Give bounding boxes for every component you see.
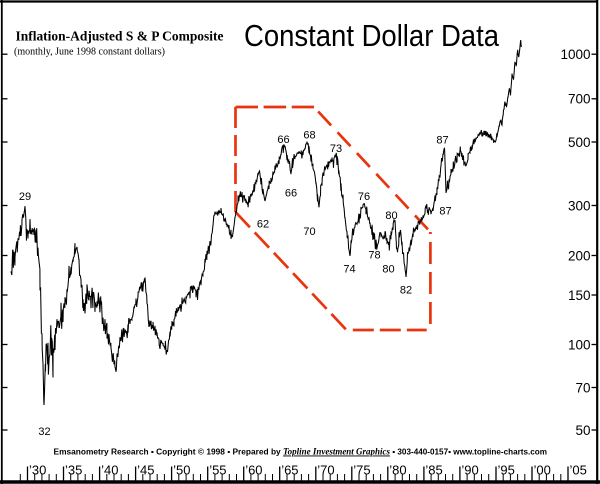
svg-text:150: 150 xyxy=(568,288,591,303)
svg-text:’45: ’45 xyxy=(137,463,154,478)
svg-text:’55: ’55 xyxy=(209,463,226,478)
svg-text:’40: ’40 xyxy=(101,463,118,478)
svg-text:’35: ’35 xyxy=(65,463,82,478)
svg-text:Emsanometry Research ▪ Copyrig: Emsanometry Research ▪ Copyright © 1998 … xyxy=(54,447,548,457)
svg-text:68: 68 xyxy=(303,130,315,142)
svg-text:700: 700 xyxy=(568,92,591,107)
svg-text:73: 73 xyxy=(330,143,342,155)
svg-text:’30: ’30 xyxy=(29,463,46,478)
svg-text:82: 82 xyxy=(400,285,412,297)
svg-text:’05: ’05 xyxy=(570,463,587,478)
svg-text:62: 62 xyxy=(257,219,269,231)
svg-text:(monthly, June 1998 constant d: (monthly, June 1998 constant dollars) xyxy=(14,47,165,58)
svg-text:Inflation-Adjusted S & P Compo: Inflation-Adjusted S & P Composite xyxy=(16,29,224,44)
svg-text:’95: ’95 xyxy=(498,463,515,478)
svg-text:’75: ’75 xyxy=(353,463,370,478)
svg-text:80: 80 xyxy=(385,210,397,222)
svg-text:70: 70 xyxy=(303,226,315,238)
svg-text:70: 70 xyxy=(575,380,590,395)
svg-text:87: 87 xyxy=(436,135,448,147)
svg-text:50: 50 xyxy=(575,423,590,438)
svg-text:74: 74 xyxy=(343,264,355,276)
svg-text:’00: ’00 xyxy=(534,463,551,478)
svg-text:’50: ’50 xyxy=(173,463,190,478)
svg-text:1000: 1000 xyxy=(560,47,590,62)
svg-text:’65: ’65 xyxy=(281,463,298,478)
svg-text:87: 87 xyxy=(439,206,451,218)
svg-text:78: 78 xyxy=(368,250,380,262)
svg-text:300: 300 xyxy=(568,198,591,213)
svg-text:’60: ’60 xyxy=(245,463,262,478)
svg-text:200: 200 xyxy=(568,248,591,263)
svg-text:66: 66 xyxy=(277,134,289,146)
svg-text:100: 100 xyxy=(568,337,591,352)
svg-text:80: 80 xyxy=(382,264,394,276)
svg-text:Constant Dollar Data: Constant Dollar Data xyxy=(244,18,500,53)
svg-text:’90: ’90 xyxy=(461,463,478,478)
svg-text:66: 66 xyxy=(285,188,297,200)
svg-text:29: 29 xyxy=(19,191,31,203)
svg-text:500: 500 xyxy=(568,135,591,150)
svg-text:76: 76 xyxy=(358,191,370,203)
svg-text:32: 32 xyxy=(38,426,50,438)
svg-text:’70: ’70 xyxy=(317,463,334,478)
svg-text:’80: ’80 xyxy=(389,463,406,478)
svg-text:’85: ’85 xyxy=(425,463,442,478)
